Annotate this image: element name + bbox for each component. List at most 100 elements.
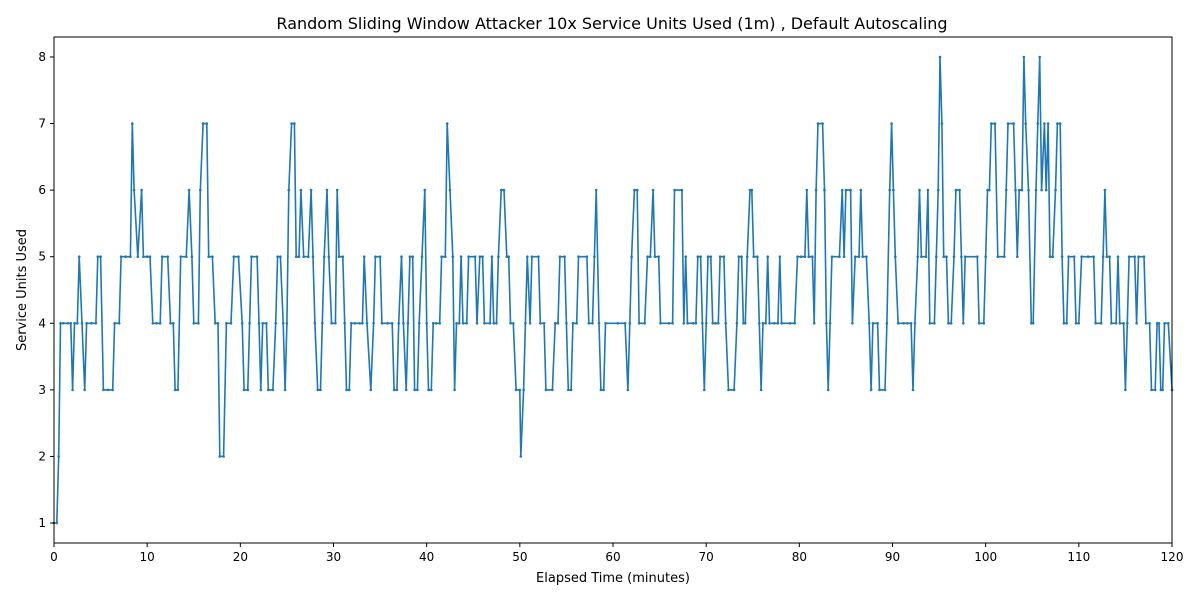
- data-point: [192, 322, 196, 325]
- data-point: [759, 388, 763, 392]
- data-point: [838, 255, 841, 258]
- data-point: [626, 388, 630, 392]
- data-point: [402, 322, 405, 325]
- data-point: [190, 255, 194, 258]
- data-point: [1024, 122, 1027, 125]
- data-point: [1022, 55, 1026, 59]
- data-point: [319, 388, 322, 392]
- data-point: [276, 255, 279, 258]
- data-point: [593, 255, 596, 258]
- data-point: [949, 322, 953, 325]
- data-point: [102, 388, 105, 392]
- data-point: [205, 122, 209, 125]
- data-point: [458, 322, 461, 325]
- data-point: [66, 322, 70, 325]
- data-point: [558, 255, 562, 258]
- data-point: [744, 322, 747, 325]
- data-point: [1153, 388, 1157, 392]
- data-point: [569, 388, 573, 392]
- y-tick-label: 1: [38, 516, 46, 530]
- data-point: [1017, 188, 1021, 192]
- data-point: [1036, 122, 1040, 125]
- data-point: [984, 255, 987, 258]
- data-point: [411, 255, 415, 258]
- data-point: [218, 455, 222, 458]
- data-point: [811, 255, 814, 258]
- data-point: [316, 388, 320, 392]
- data-point: [362, 255, 366, 258]
- data-point: [952, 255, 956, 258]
- data-point: [1014, 188, 1017, 192]
- y-axis: 1 2 3 4 5 6 7 8: [38, 50, 54, 530]
- data-point: [812, 322, 816, 325]
- series-layer: [52, 55, 1174, 525]
- data-point: [928, 322, 932, 325]
- data-point: [821, 122, 824, 125]
- x-tick-label: 110: [1067, 550, 1090, 564]
- data-point: [69, 322, 73, 325]
- data-point: [145, 255, 149, 258]
- data-point: [878, 388, 881, 392]
- data-point: [505, 255, 509, 258]
- data-point: [337, 255, 341, 258]
- data-point: [551, 388, 554, 392]
- data-point: [185, 255, 188, 258]
- data-point: [242, 388, 246, 392]
- data-point: [646, 255, 649, 258]
- data-point: [285, 322, 289, 325]
- data-point: [302, 255, 306, 258]
- data-point: [988, 188, 991, 192]
- data-point: [996, 255, 1000, 258]
- data-point: [390, 322, 394, 325]
- data-point: [448, 188, 452, 192]
- data-point: [1051, 255, 1054, 258]
- x-tick-label: 90: [885, 550, 900, 564]
- data-point: [748, 188, 752, 192]
- data-point: [1105, 255, 1109, 258]
- data-point: [825, 322, 828, 325]
- data-point: [451, 255, 455, 258]
- data-point: [267, 388, 270, 392]
- data-point: [62, 322, 65, 325]
- data-point: [938, 55, 942, 59]
- data-point: [197, 322, 200, 325]
- data-point: [982, 322, 986, 325]
- data-point: [1080, 255, 1083, 258]
- data-point: [888, 188, 891, 192]
- y-tick-label: 6: [38, 183, 46, 197]
- data-point: [417, 322, 421, 325]
- data-point: [571, 322, 575, 325]
- data-point: [395, 388, 399, 392]
- data-point: [1003, 255, 1006, 258]
- data-point: [599, 388, 603, 392]
- data-point: [173, 388, 177, 392]
- data-point: [1048, 255, 1052, 258]
- chart-title: Random Sliding Window Attacker 10x Servi…: [276, 14, 947, 33]
- data-point: [761, 322, 765, 325]
- data-point: [507, 255, 511, 258]
- data-point: [59, 322, 62, 325]
- data-point: [334, 322, 337, 325]
- data-point: [1077, 322, 1081, 325]
- data-point: [602, 388, 605, 392]
- data-point: [556, 322, 560, 325]
- data-point: [136, 255, 140, 258]
- data-point: [1020, 188, 1024, 192]
- data-point: [261, 322, 265, 325]
- data-point: [96, 255, 100, 258]
- data-point: [1159, 388, 1163, 392]
- data-point: [322, 255, 326, 258]
- data-point: [1116, 255, 1120, 258]
- data-point: [1044, 188, 1048, 192]
- data-point: [1060, 255, 1064, 258]
- data-point: [986, 188, 989, 192]
- data-point: [290, 122, 293, 125]
- data-point: [490, 255, 494, 258]
- data-point: [83, 388, 86, 392]
- data-point: [1137, 255, 1140, 258]
- data-point: [740, 255, 743, 258]
- data-point: [869, 388, 873, 392]
- data-point: [1108, 255, 1111, 258]
- data-point: [539, 322, 542, 325]
